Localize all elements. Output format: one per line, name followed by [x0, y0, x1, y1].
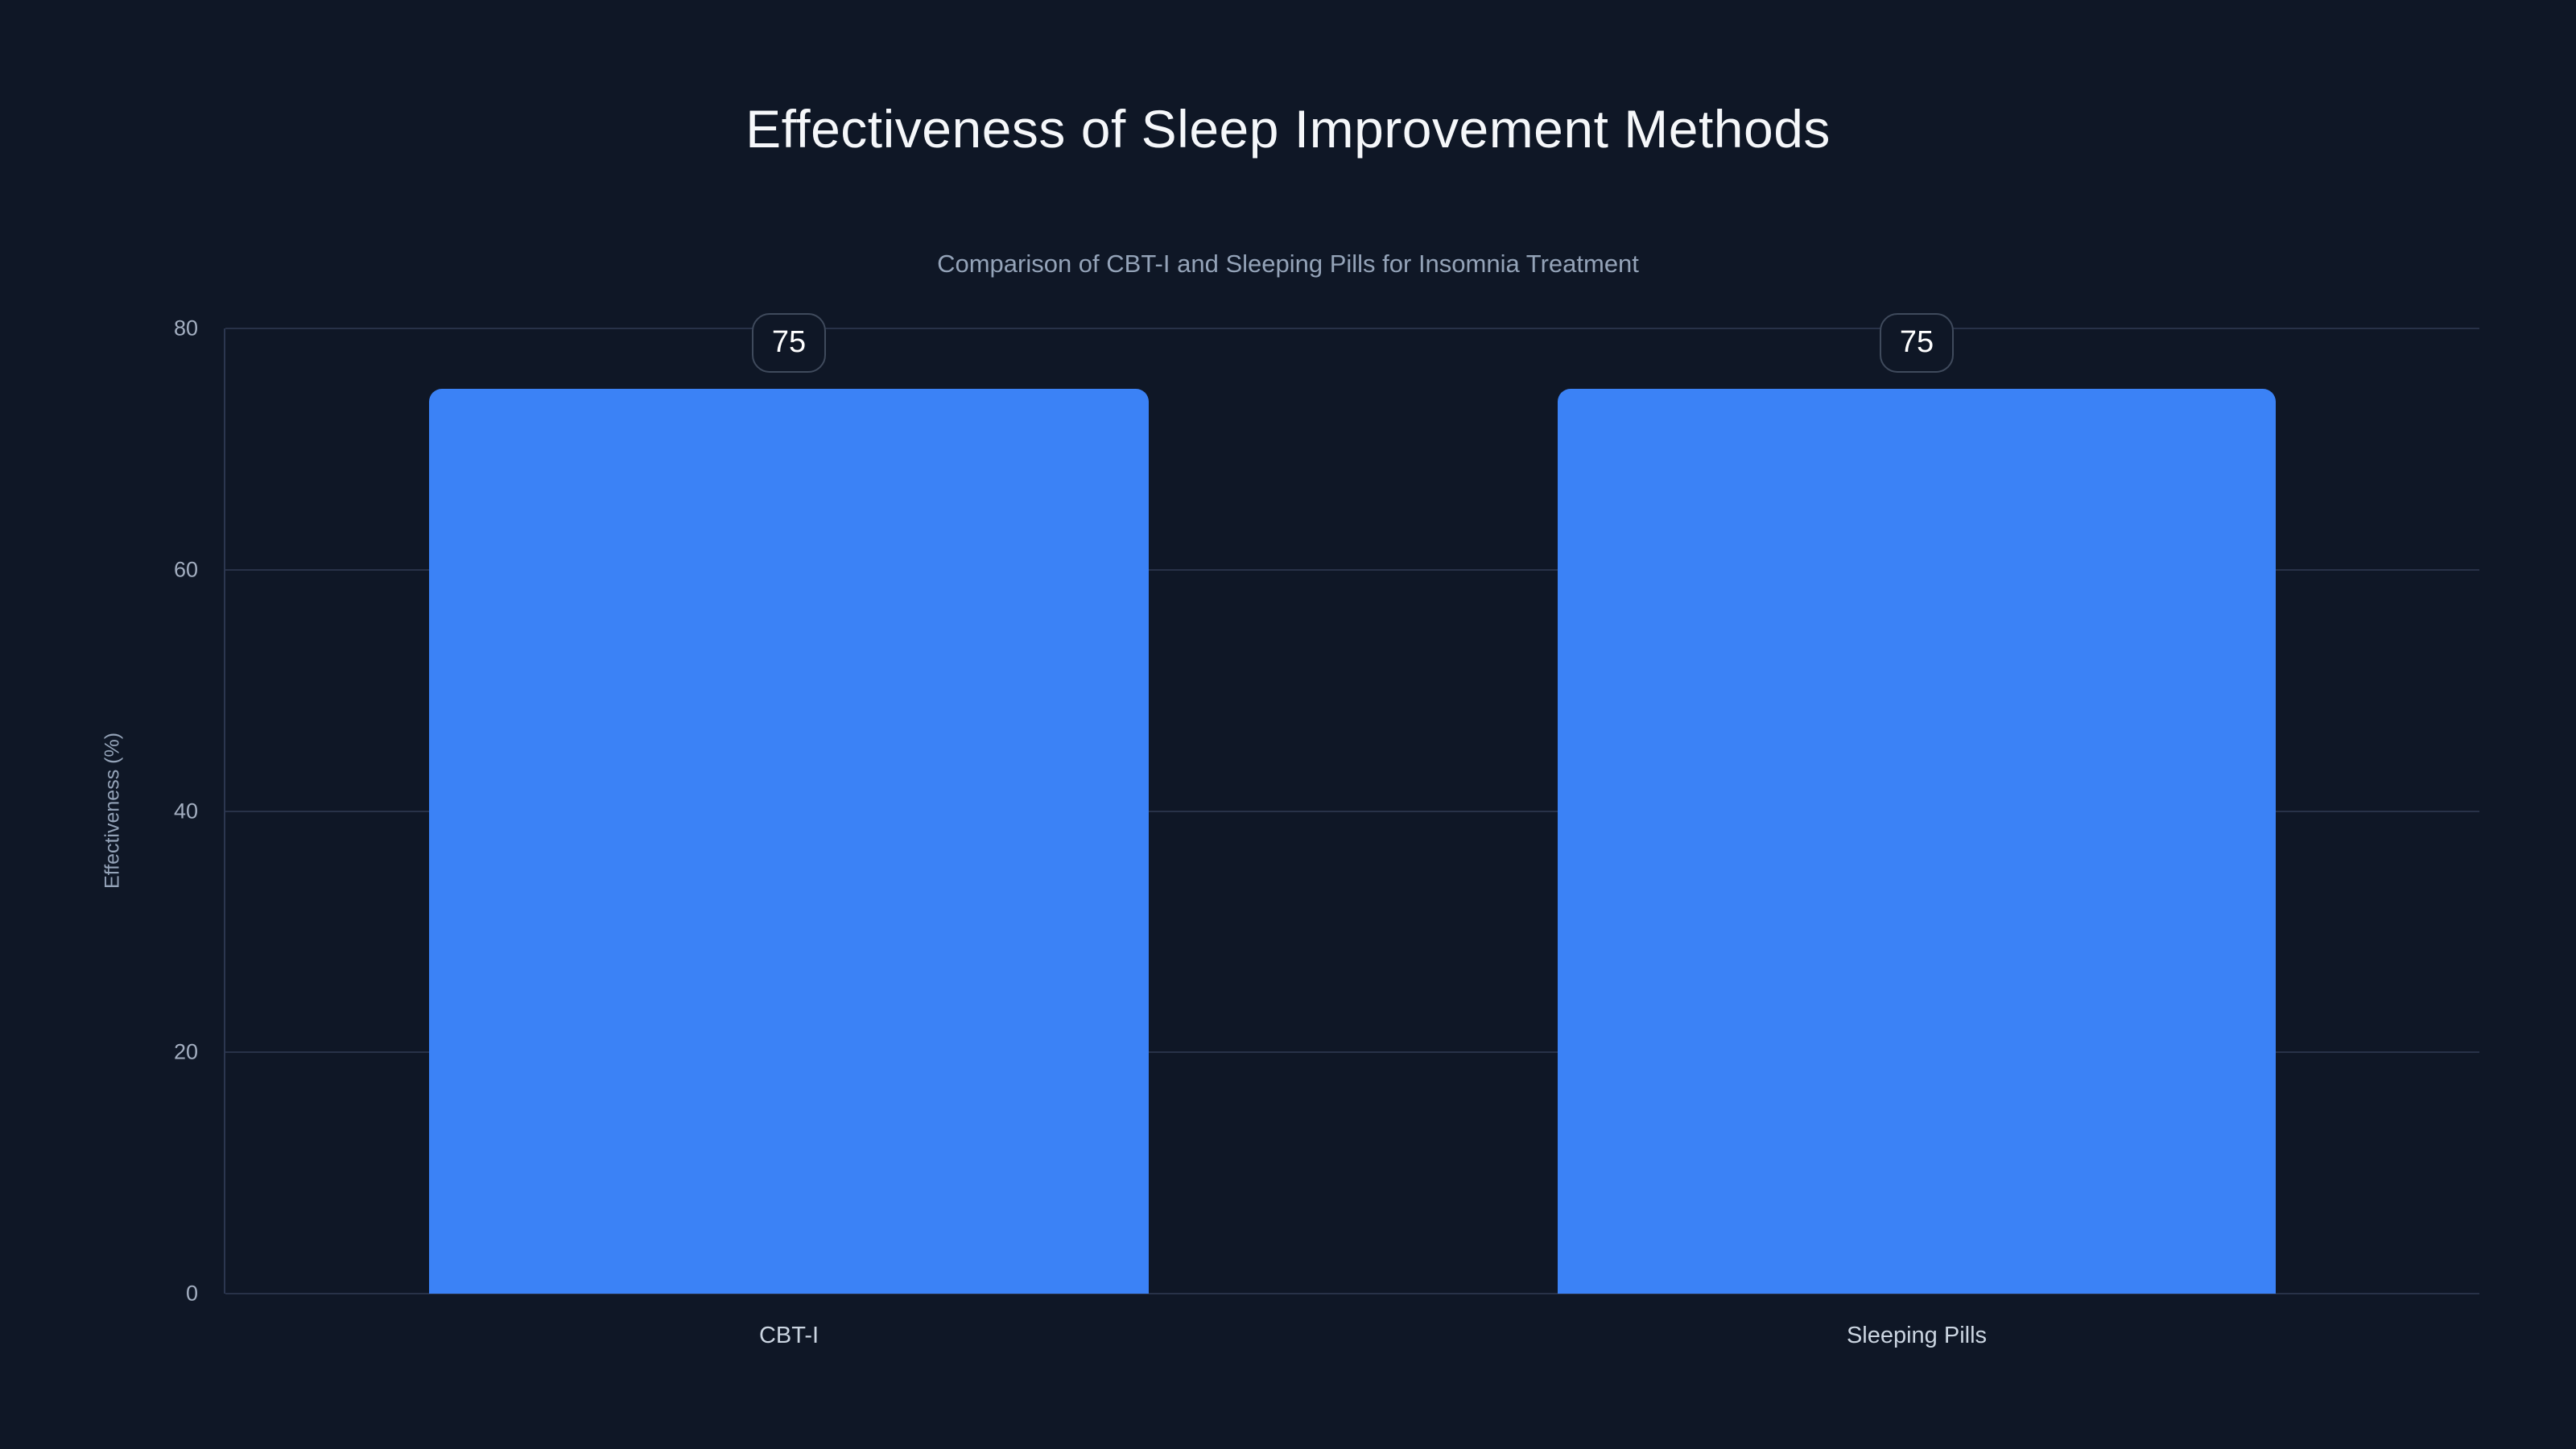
y-tick-label-80: 80: [173, 316, 198, 341]
x-axis-label-sleeping-pills: Sleeping Pills: [1846, 1323, 1988, 1348]
y-tick-label-60: 60: [173, 557, 198, 582]
y-gridline-20: [225, 1051, 2479, 1054]
value-badge-cbt-i: 75: [752, 312, 826, 373]
bar-group-cbt-i: 75 CBT-I: [429, 312, 1149, 1348]
y-gridline-40: [225, 810, 2479, 812]
y-gridline-60: [225, 568, 2479, 571]
chart-subtitle: Comparison of CBT-I and Sleeping Pills f…: [937, 250, 1639, 278]
chart-title: Effectiveness of Sleep Improvement Metho…: [745, 99, 1831, 159]
bar-cbt-i[interactable]: [429, 388, 1149, 1294]
y-tick-label-0: 0: [185, 1281, 198, 1306]
bar-sleeping-pills[interactable]: [1558, 388, 2276, 1294]
value-badge-sleeping-pills: 75: [1880, 312, 1954, 373]
plot-area: 0 20 40 60 80 75 CBT-I 75 Sleeping Pills: [174, 312, 2479, 1348]
x-axis-label-cbt-i: CBT-I: [758, 1323, 819, 1348]
y-axis-title: Effectiveness (%): [101, 732, 124, 890]
bar-group-sleeping-pills: 75 Sleeping Pills: [1558, 312, 2276, 1348]
y-gridline-80: [225, 328, 2479, 329]
y-gridline-0: [225, 1293, 2479, 1294]
y-tick-label-40: 40: [173, 799, 198, 823]
y-tick-label-20: 20: [173, 1039, 198, 1064]
